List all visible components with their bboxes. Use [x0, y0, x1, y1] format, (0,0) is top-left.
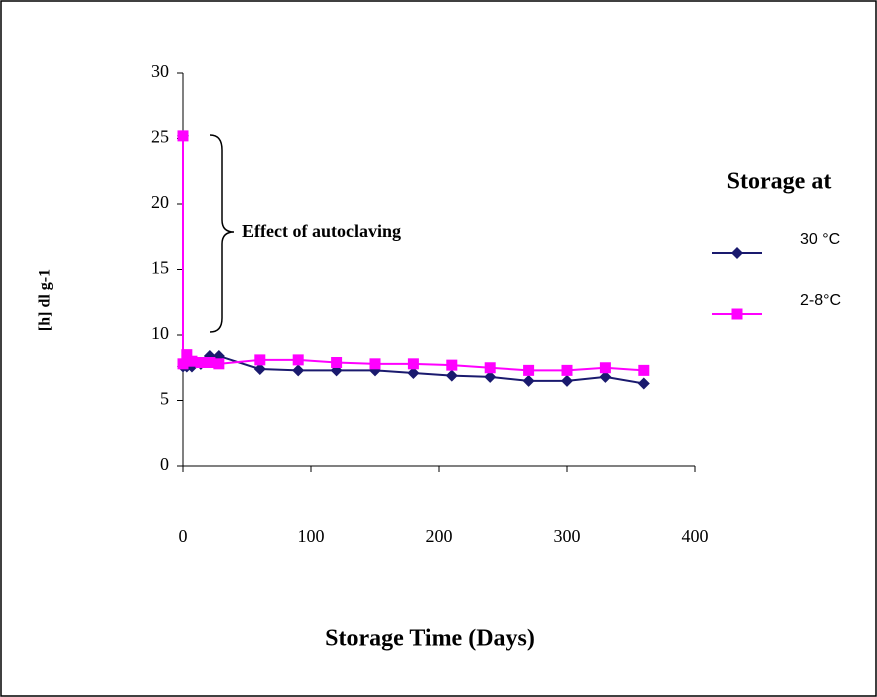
- point: [523, 365, 534, 376]
- point: [562, 365, 573, 376]
- y-axis-title: [h] dl g-1: [37, 269, 54, 331]
- point: [446, 360, 457, 371]
- point: [178, 130, 189, 141]
- x-tick-label: 200: [426, 526, 453, 546]
- x-tick-label: 300: [554, 526, 581, 546]
- point: [293, 354, 304, 365]
- legend-label: 30 °C: [800, 231, 840, 248]
- frame: [1, 1, 876, 696]
- y-tick-label: 15: [151, 258, 169, 278]
- y-tick-label: 20: [151, 192, 169, 212]
- point: [600, 362, 611, 373]
- y-tick-label: 10: [151, 323, 169, 343]
- legend-marker: [732, 309, 743, 320]
- point: [213, 358, 224, 369]
- point: [638, 365, 649, 376]
- chart: Storage Time (Days) [h] dl g-1 Storage a…: [0, 0, 877, 697]
- point: [331, 357, 342, 368]
- point: [254, 354, 265, 365]
- point: [485, 362, 496, 373]
- y-tick-label: 0: [160, 454, 169, 474]
- x-tick-label: 0: [179, 526, 188, 546]
- point: [370, 358, 381, 369]
- y-tick-label: 25: [151, 127, 169, 147]
- point: [408, 358, 419, 369]
- legend-title: Storage at: [727, 169, 832, 195]
- y-tick-label: 30: [151, 61, 169, 81]
- annotation: Effect of autoclaving: [242, 221, 401, 241]
- legend-label: 2-8°C: [800, 292, 841, 309]
- x-tick-label: 100: [298, 526, 325, 546]
- y-tick-label: 5: [160, 389, 169, 409]
- x-tick-label: 400: [682, 526, 709, 546]
- x-axis-title: Storage Time (Days): [325, 626, 535, 652]
